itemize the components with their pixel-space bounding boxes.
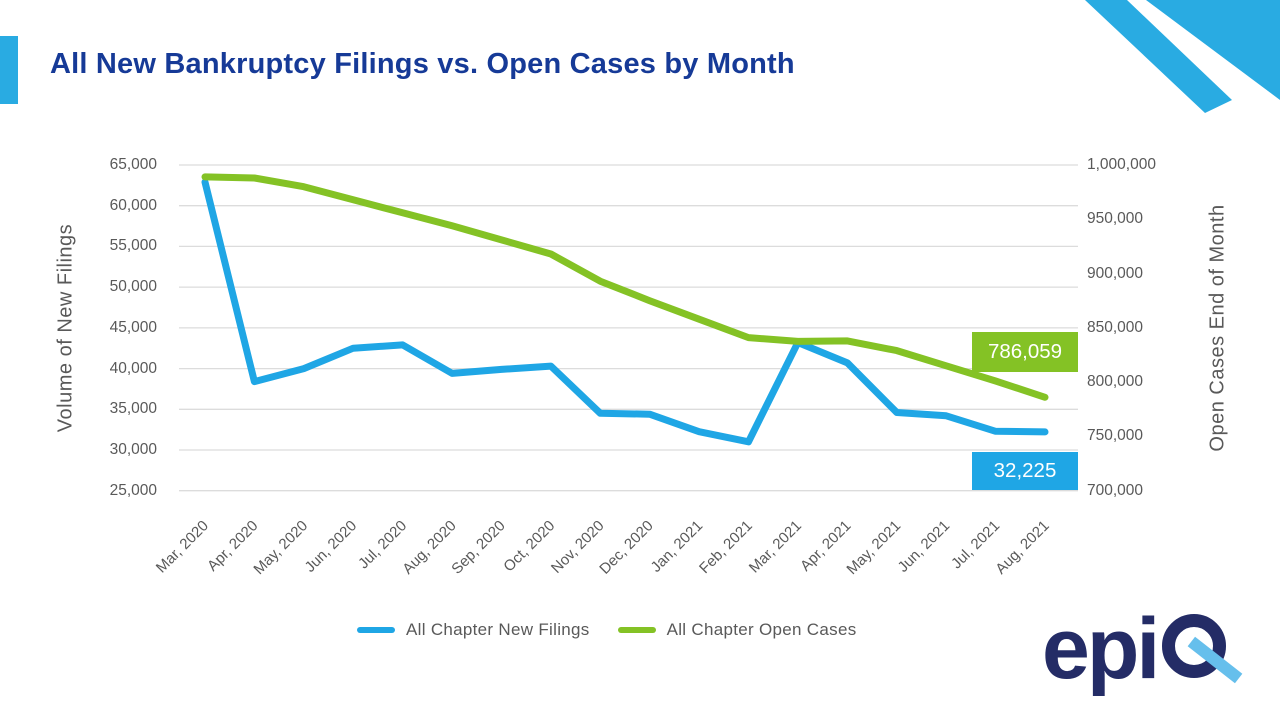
legend-label: All Chapter New Filings — [406, 620, 590, 639]
left-axis-tick: 45,000 — [109, 318, 157, 336]
logo-letters: epi — [1042, 601, 1160, 697]
legend-swatch-open-cases-icon — [617, 627, 656, 633]
title-accent-bar — [0, 36, 18, 104]
right-axis-tick: 1,000,000 — [1087, 156, 1156, 173]
left-axis-tick: 65,000 — [109, 156, 157, 173]
legend-label: All Chapter Open Cases — [666, 620, 857, 639]
left-axis-tick: 35,000 — [109, 400, 157, 418]
right-axis-tick: 700,000 — [1087, 481, 1144, 499]
left-axis-tick: 55,000 — [109, 237, 157, 255]
corner-decoration — [1085, 0, 1280, 113]
left-axis-tick: 60,000 — [109, 196, 157, 214]
corner-triangle-icon — [1146, 0, 1280, 100]
left-axis-tick: 30,000 — [109, 440, 157, 458]
left-axis-tick: 40,000 — [109, 359, 157, 377]
open-cases-line — [201, 173, 1049, 401]
open-cases-data-label: 786,059 — [972, 332, 1078, 372]
right-axis-tick: 850,000 — [1087, 318, 1144, 336]
right-axis-tick: 800,000 — [1087, 373, 1144, 391]
right-axis-title: Open Cases End of Month — [1206, 204, 1229, 452]
chart-legend: All Chapter New Filings All Chapter Open … — [357, 620, 857, 640]
epiq-logo: epi — [1042, 601, 1243, 697]
legend-swatch-new-filings-icon — [357, 627, 395, 633]
right-axis-tick: 900,000 — [1087, 264, 1144, 282]
legend-item: All Chapter Open Cases — [617, 620, 857, 640]
left-axis-tick: 25,000 — [109, 481, 157, 499]
left-axis-title: Volume of New Filings — [54, 223, 77, 433]
right-axis-tick: 750,000 — [1087, 427, 1144, 445]
logo-q-icon — [1162, 614, 1243, 684]
right-axis-tick: 950,000 — [1087, 210, 1144, 228]
corner-stripe-icon — [1085, 0, 1232, 113]
left-axis-tick: 50,000 — [109, 278, 157, 296]
legend-item: All Chapter New Filings — [357, 620, 590, 640]
new-filings-line — [201, 178, 1049, 446]
page-title: All New Bankruptcy Filings vs. Open Case… — [50, 48, 795, 80]
new-filings-data-label: 32,225 — [972, 452, 1078, 490]
